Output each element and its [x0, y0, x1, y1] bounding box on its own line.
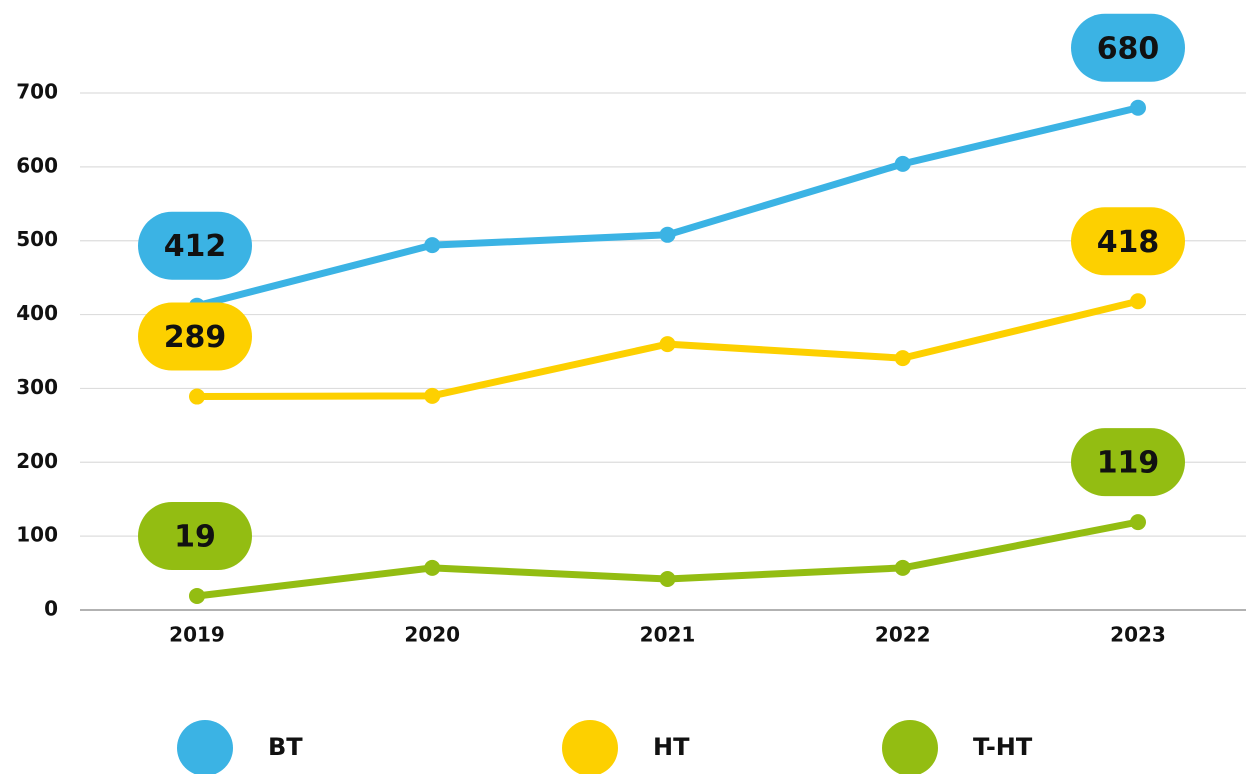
point [659, 336, 676, 353]
x-tick-label: 2022 [875, 623, 931, 647]
label-bubble [1071, 428, 1185, 497]
data-label: 680 [1097, 31, 1160, 66]
legend-label: HT [653, 733, 690, 761]
label-bubble [1071, 207, 1185, 276]
y-tick-label: 0 [44, 597, 58, 621]
legend-label: T-HT [973, 733, 1033, 761]
point [659, 570, 676, 587]
point [1130, 514, 1146, 531]
y-tick-label: 400 [16, 301, 58, 325]
y-tick-label: 100 [16, 523, 58, 547]
y-tick-label: 600 [16, 153, 58, 177]
x-tick-label: 2019 [169, 623, 225, 647]
label-bubble [1071, 13, 1185, 82]
legend-label: BT [268, 733, 303, 761]
point [189, 388, 205, 405]
label-bubble [138, 211, 252, 280]
y-tick-label: 700 [16, 80, 58, 104]
point [659, 226, 676, 243]
point [1130, 99, 1146, 116]
x-tick-label: 2021 [640, 623, 696, 647]
point [424, 387, 441, 404]
point [894, 155, 911, 172]
y-tick-label: 300 [16, 375, 58, 399]
x-tick-label: 2020 [404, 623, 460, 647]
point [189, 587, 205, 604]
legend-swatch [562, 720, 618, 774]
data-label: 19 [174, 519, 216, 554]
x-tick-label: 2023 [1110, 623, 1166, 647]
y-tick-label: 500 [16, 227, 58, 251]
point [1130, 293, 1146, 310]
label-bubble [138, 501, 252, 570]
data-label: 418 [1097, 225, 1160, 260]
data-label: 412 [164, 229, 227, 264]
point [424, 237, 441, 254]
point [894, 350, 911, 367]
point [894, 559, 911, 576]
data-label: 289 [164, 320, 227, 355]
y-tick-label: 200 [16, 449, 58, 473]
series-line [196, 104, 1139, 310]
legend-swatch [177, 720, 233, 774]
label-bubble [138, 302, 252, 371]
data-label: 119 [1097, 446, 1160, 481]
legend-swatch [882, 720, 938, 774]
point [424, 559, 441, 576]
